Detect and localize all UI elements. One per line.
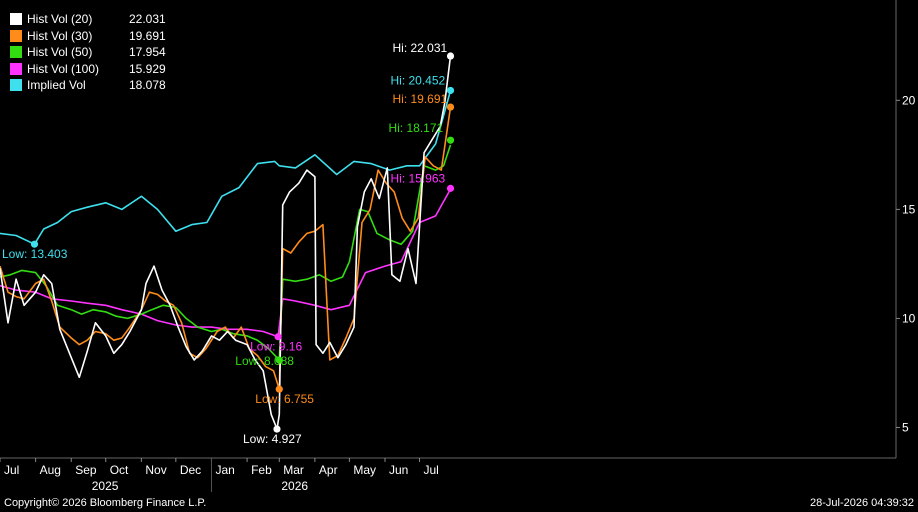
series-hi-label: Hi: 22.031 <box>393 41 448 55</box>
legend-item: Hist Vol (50) 17.954 <box>10 44 166 61</box>
footer: Copyright© 2026 Bloomberg Finance L.P. 2… <box>0 494 918 512</box>
legend-item: Hist Vol (100) 15.929 <box>10 61 166 78</box>
legend: Hist Vol (20) 22.031 Hist Vol (30) 19.691 Hi… <box>10 11 166 94</box>
x-tick-label: May <box>353 463 376 477</box>
x-tick-label: Oct <box>110 463 129 477</box>
legend-series-name: Implied Vol <box>27 78 86 92</box>
legend-item: Hist Vol (20) 22.031 <box>10 11 166 28</box>
y-tick-label: 5 <box>902 420 909 434</box>
y-tick-label: 20 <box>902 93 916 107</box>
series-low-label: Low: 8.088 <box>235 354 294 368</box>
legend-swatch <box>10 62 22 75</box>
legend-series-value: 18.078 <box>129 78 166 92</box>
series-line <box>0 55 452 430</box>
y-tick-label: 15 <box>902 202 916 216</box>
series-hi-label: Hi: 15.963 <box>391 171 446 185</box>
series-hi-label: Hi: 18.171 <box>389 121 444 135</box>
legend-series-value: 15.929 <box>129 61 166 76</box>
legend-series-name: Hist Vol (50) <box>27 45 93 59</box>
legend-series-name: Hist Vol (30) <box>27 28 93 43</box>
series-low-marker <box>275 385 283 393</box>
x-tick-label: Nov <box>145 463 166 477</box>
series-low-marker <box>30 240 39 248</box>
series-line <box>0 188 452 338</box>
series-hi-label: Hi: 19.691 <box>393 92 448 106</box>
legend-series-name: Hist Vol (20) <box>27 12 93 26</box>
legend-series-name: Hist Vol (100) <box>27 61 100 76</box>
x-tick-label: Jan <box>215 463 234 477</box>
legend-series-value: 19.691 <box>129 28 166 43</box>
x-tick-label: Jul <box>423 463 438 477</box>
series-low-marker <box>275 356 283 364</box>
legend-series-value: 17.954 <box>129 45 166 59</box>
legend-item: Implied Vol 18.078 <box>10 77 166 94</box>
x-tick-label: Apr <box>319 463 338 477</box>
x-tick-label: Aug <box>40 463 61 477</box>
legend-swatch <box>10 29 22 42</box>
series-low-label: Low: 9.16 <box>250 340 302 354</box>
series-hi-label: Hi: 20.452 <box>391 73 446 87</box>
x-tick-label: Feb <box>251 463 272 477</box>
x-tick-label: Mar <box>283 463 304 477</box>
series-hi-marker <box>446 184 455 192</box>
series-hi-marker <box>446 86 455 95</box>
chart-canvas: 5 10 15 20 Jul Aug Sep Oct Nov Dec Jan Feb Mar Apr May… <box>0 0 916 493</box>
series-line <box>0 90 452 245</box>
legend-item: Hist Vol (30) 19.691 <box>10 28 166 45</box>
year-label: 2026 <box>281 479 308 493</box>
x-tick-label: Jul <box>4 463 19 477</box>
series-hi-marker <box>446 136 455 144</box>
series-low-label: Low: 13.403 <box>2 247 68 261</box>
legend-swatch <box>10 46 22 59</box>
legend-series-value: 22.031 <box>129 12 166 26</box>
series-low-label: Low: 4.927 <box>243 432 302 446</box>
legend-swatch <box>10 13 22 26</box>
year-label: 2025 <box>92 479 119 493</box>
timestamp: 28-Jul-2026 04:39:32 <box>810 497 914 509</box>
x-tick-label: Jun <box>389 463 408 477</box>
series-hi-marker <box>446 52 455 60</box>
legend-swatch <box>10 79 22 92</box>
series-line <box>0 106 452 391</box>
x-tick-label: Sep <box>75 463 97 477</box>
series-low-label: Low: 6.755 <box>255 392 314 406</box>
series-low-marker <box>274 333 282 341</box>
series-hi-marker <box>446 103 455 111</box>
y-tick-label: 10 <box>902 311 916 325</box>
series-low-marker <box>273 425 281 433</box>
copyright-notice: Copyright© 2026 Bloomberg Finance L.P. <box>4 497 207 509</box>
x-tick-label: Dec <box>180 463 201 477</box>
series-line <box>0 144 452 361</box>
